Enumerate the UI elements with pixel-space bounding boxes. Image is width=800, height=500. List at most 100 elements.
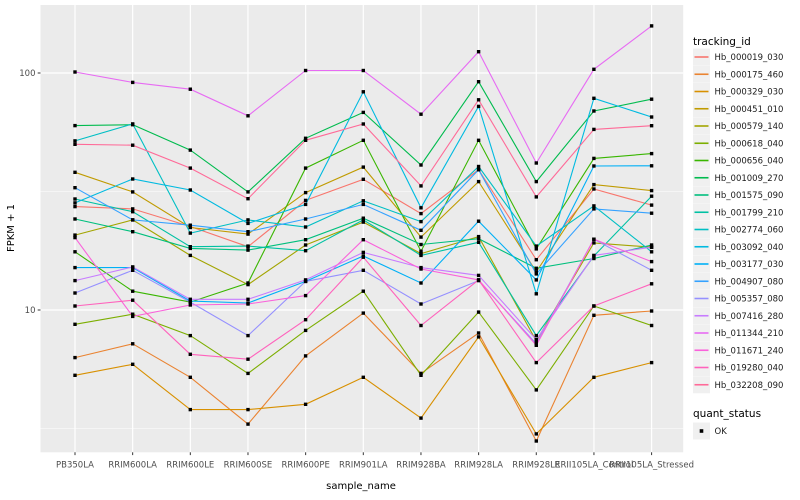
data-point-Hb_011671_240-RRII105LA_Stressed bbox=[649, 259, 654, 264]
data-point-Hb_001799_210-PB350LA bbox=[73, 197, 77, 201]
data-point-Hb_005357_080-RRIM600LE bbox=[188, 300, 192, 304]
legend-items: Hb_000019_030 Hb_000175_460 Hb_000329_030 H… bbox=[693, 48, 784, 394]
data-point-Hb_000175_460-RRIM928LA bbox=[476, 331, 481, 335]
data-point-Hb_000451_010-RRIM600PE bbox=[303, 190, 308, 195]
data-point-Hb_000329_030-RRIM600LA bbox=[131, 362, 135, 366]
data-point-Hb_003092_040-RRIM600LA bbox=[131, 177, 135, 181]
data-point-Hb_002774_060-RRIM901LA bbox=[361, 199, 365, 203]
data-point-Hb_000656_040-PB350LA bbox=[73, 250, 77, 254]
legend-item-label: Hb_003177_030 bbox=[715, 260, 784, 270]
data-point-Hb_032208_090-RRII105LA_Control bbox=[592, 127, 596, 132]
data-point-Hb_000618_040-RRIM928LE bbox=[534, 388, 538, 392]
data-point-Hb_000656_040-RRIM928LE bbox=[534, 247, 538, 251]
legend-item-Hb_004907_080: Hb_004907_080 bbox=[693, 272, 784, 290]
data-point-Hb_003092_040-RRIM600LE bbox=[188, 188, 192, 192]
data-point-Hb_000656_040-RRII105LA_Stressed bbox=[649, 151, 654, 156]
data-point-Hb_019280_040-RRIM928LA bbox=[476, 278, 481, 282]
data-point-Hb_032208_090-RRIM600LE bbox=[188, 166, 192, 170]
data-point-Hb_032208_090-RRIM901LA bbox=[361, 122, 365, 126]
legend-item-Hb_019280_040: Hb_019280_040 bbox=[693, 359, 783, 376]
data-point-Hb_032208_090-RRIM928LE bbox=[534, 195, 538, 199]
data-point-Hb_000451_010-RRIM928LE bbox=[534, 270, 538, 274]
data-point-Hb_000175_460-RRIM600SE bbox=[246, 422, 250, 426]
legend-item-label: Hb_001575_090 bbox=[715, 191, 784, 201]
legend-item-label: Hb_002774_060 bbox=[715, 226, 784, 236]
data-point-Hb_001575_090-RRIM600SE bbox=[246, 248, 250, 252]
data-point-Hb_003092_040-RRII105LA_Stressed bbox=[649, 115, 654, 119]
data-point-Hb_005357_080-RRIM928BA bbox=[419, 302, 423, 306]
data-point-Hb_000656_040-RRIM600LA bbox=[131, 289, 135, 293]
data-point-Hb_000019_030-RRII105LA_Stressed bbox=[649, 203, 654, 207]
legend-item-label: Hb_000618_040 bbox=[715, 139, 784, 149]
data-point-Hb_000618_040-RRIM901LA bbox=[361, 289, 365, 293]
x-tick-label-RRIM928BA: RRIM928BA bbox=[396, 461, 446, 471]
data-point-Hb_007416_280-PB350LA bbox=[73, 278, 77, 283]
data-point-Hb_001009_270-RRIM901LA bbox=[361, 110, 365, 115]
data-point-Hb_004907_080-RRIM600LA bbox=[131, 218, 135, 222]
data-point-Hb_019280_040-RRIM901LA bbox=[361, 255, 365, 259]
data-point-Hb_001575_090-RRIM600LA bbox=[131, 230, 135, 234]
data-point-Hb_000451_010-RRIM928LA bbox=[476, 179, 481, 184]
data-point-Hb_000329_030-RRII105LA_Control bbox=[592, 375, 596, 379]
data-point-Hb_001009_270-RRIM928LA bbox=[476, 80, 481, 84]
data-point-Hb_000175_460-RRIM600PE bbox=[303, 354, 308, 358]
data-point-Hb_000618_040-RRIM600SE bbox=[246, 371, 250, 376]
x-tick-label-PB350LA: PB350LA bbox=[56, 461, 94, 471]
data-point-Hb_000451_010-RRIM600SE bbox=[246, 232, 250, 236]
legend-item-Hb_011671_240: Hb_011671_240 bbox=[693, 341, 784, 359]
data-point-Hb_000019_030-PB350LA bbox=[73, 204, 77, 209]
data-point-Hb_000019_030-RRIM928BA bbox=[419, 211, 423, 216]
data-point-Hb_000329_030-RRIM928BA bbox=[419, 416, 423, 420]
data-point-Hb_004907_080-RRIM928LA bbox=[476, 168, 481, 172]
data-point-Hb_000579_140-RRIM928BA bbox=[419, 251, 423, 256]
data-point-Hb_001575_090-RRIM600PE bbox=[303, 238, 308, 242]
data-point-Hb_001575_090-RRIM928LA bbox=[476, 237, 481, 241]
data-point-Hb_001575_090-RRII105LA_Stressed bbox=[649, 243, 654, 247]
legend-item-Hb_001009_270: Hb_001009_270 bbox=[693, 169, 783, 187]
data-point-Hb_002774_060-RRIM600LE bbox=[188, 231, 192, 235]
data-point-Hb_007416_280-RRIM600SE bbox=[246, 297, 250, 301]
legend-item-label: Hb_004907_080 bbox=[715, 277, 784, 287]
legend-item-label: Hb_000329_030 bbox=[715, 88, 784, 98]
data-point-Hb_019280_040-RRIM928LE bbox=[534, 360, 538, 365]
data-point-Hb_011671_240-RRIM600SE bbox=[246, 302, 250, 306]
data-point-Hb_003177_030-RRIM928BA bbox=[419, 281, 423, 285]
data-point-Hb_000618_040-RRIM600PE bbox=[303, 328, 308, 333]
data-point-Hb_000175_460-RRIM600LA bbox=[131, 342, 135, 346]
data-point-Hb_001009_270-RRIM928LE bbox=[534, 179, 538, 184]
data-point-Hb_000618_040-RRIM928LA bbox=[476, 310, 481, 314]
data-point-Hb_001575_090-PB350LA bbox=[73, 217, 77, 221]
data-point-Hb_003092_040-RRIM928BA bbox=[419, 206, 423, 210]
data-point-Hb_000175_460-PB350LA bbox=[73, 355, 77, 360]
data-point-Hb_004907_080-RRII105LA_Stressed bbox=[649, 211, 654, 215]
data-point-Hb_007416_280-RRIM928LA bbox=[476, 273, 481, 278]
data-point-Hb_002774_060-RRIM928BA bbox=[419, 219, 423, 224]
data-point-Hb_004907_080-RRIM600LE bbox=[188, 223, 192, 227]
legend-key-square-marker bbox=[699, 429, 704, 433]
data-point-Hb_001009_270-RRIM600PE bbox=[303, 136, 308, 140]
data-point-Hb_000175_460-RRIM600LE bbox=[188, 375, 192, 379]
data-point-Hb_007416_280-RRIM600LA bbox=[131, 265, 135, 269]
data-point-Hb_011671_240-RRIM600LA bbox=[131, 314, 135, 319]
data-point-Hb_000579_140-RRIM928LA bbox=[476, 234, 481, 239]
data-point-Hb_011671_240-RRIM600LE bbox=[188, 303, 192, 307]
data-point-Hb_005357_080-PB350LA bbox=[73, 291, 77, 295]
data-point-Hb_001799_210-RRIM600SE bbox=[246, 244, 250, 248]
data-point-Hb_000656_040-RRIM928BA bbox=[419, 249, 423, 253]
x-axis-title: sample_name bbox=[326, 481, 396, 492]
data-point-Hb_001799_210-RRIM600LE bbox=[188, 245, 192, 249]
data-point-Hb_000579_140-RRIM600LE bbox=[188, 253, 192, 258]
data-point-Hb_007416_280-RRIM600LE bbox=[188, 297, 192, 301]
data-point-Hb_000019_030-RRIM928LE bbox=[534, 258, 538, 262]
data-point-Hb_000656_040-RRIM928LA bbox=[476, 138, 481, 142]
quant-status-legend-items: OK bbox=[693, 422, 728, 440]
data-point-Hb_001009_270-RRII105LA_Control bbox=[592, 109, 596, 113]
data-point-Hb_002774_060-RRIM600PE bbox=[303, 225, 308, 229]
data-point-Hb_003092_040-RRIM928LE bbox=[534, 292, 538, 296]
legend-item-label: Hb_005357_080 bbox=[715, 295, 784, 305]
data-point-Hb_001575_090-RRII105LA_Control bbox=[592, 256, 596, 261]
legend-item-Hb_000618_040: Hb_000618_040 bbox=[693, 134, 784, 152]
quant-status-label: OK bbox=[715, 427, 728, 437]
data-point-Hb_003092_040-PB350LA bbox=[73, 201, 77, 205]
legend-item-label: Hb_011671_240 bbox=[715, 346, 784, 356]
